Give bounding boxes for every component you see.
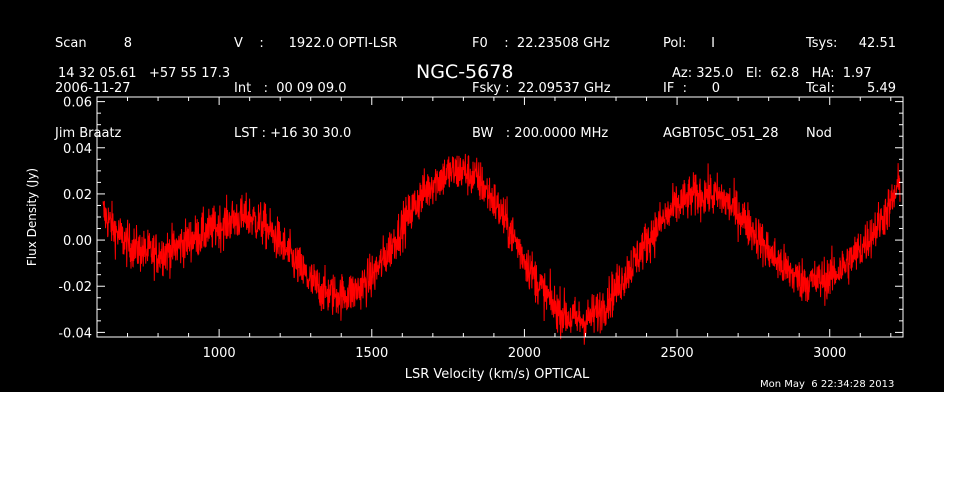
scan-label: Scan 8 [55,36,133,51]
date-label: 2006-11-27 [55,81,131,96]
tsys-value: 42.51 [858,36,896,51]
if-label: IF : 0 [663,81,721,96]
project-label: AGBT05C_051_28 [663,126,779,141]
tsys-label: Tsys: [806,36,838,51]
y-tick-label: -0.02 [58,280,92,295]
x-ticks: 1000 1500 2000 2500 3000 [127,97,892,361]
x-tick-label: 1500 [355,346,388,361]
header-col2: V : 1922.0 OPTI-LSR Int : 00 09 09.0 LST… [234,6,397,171]
x-tick-label: 2500 [661,346,694,361]
x-tick-label: 1000 [203,346,236,361]
bw-label: BW : 200.0000 MHz [472,126,609,141]
fsky-label: Fsky : 22.09537 GHz [472,81,611,96]
y-ticks: -0.04 -0.02 0.00 0.02 0.04 0.06 [58,96,903,341]
plot-canvas: Scan 8 2006-11-27 Jim Braatz V : 1922.0 … [0,0,944,392]
x-axis-label: LSR Velocity (km/s) OPTICAL [405,367,590,382]
spectrum-series-line [102,153,901,345]
header-col1: Scan 8 2006-11-27 Jim Braatz [55,6,132,171]
timestamp: Mon May 6 22:34:28 2013 [760,379,895,390]
header-col5-values: 42.51 5.49 [846,6,896,156]
integration-label: Int : 00 09 09.0 [234,81,347,96]
y-tick-label: -0.04 [58,326,92,341]
y-tick-label: 0.00 [63,234,92,249]
header-col5-labels: Tsys: Tcal: Nod [806,6,837,171]
header-col3: F0 : 22.23508 GHz Fsky : 22.09537 GHz BW… [472,6,611,171]
pol-label: Pol: I [663,36,715,51]
nod-label: Nod [806,126,832,141]
lst-label: LST : +16 30 30.0 [234,126,352,141]
tcal-label: Tcal: [806,81,835,96]
y-axis-label: Flux Density (Jy) [25,168,39,266]
f0-label: F0 : 22.23508 GHz [472,36,610,51]
y-tick-label: 0.02 [63,188,92,203]
series-layer [102,153,901,345]
x-tick-label: 3000 [813,346,846,361]
chart-title: NGC-5678 [416,61,514,83]
az-el-ha: Az: 325.0 El: 62.8 HA: 1.97 [672,66,872,81]
y-tick-label: 0.06 [63,96,92,111]
tcal-value: 5.49 [867,81,896,96]
x-tick-label: 2000 [508,346,541,361]
spectrum-chart: 1000 1500 2000 2500 3000 -0.04 -0.02 0.00 0.02 0… [25,96,904,382]
y-tick-label: 0.04 [63,142,92,157]
header-col4: Pol: I IF : 0 AGBT05C_051_28 [663,6,779,171]
velocity-label: V : 1922.0 OPTI-LSR [234,36,398,51]
source-coords: 14 32 05.61 +57 55 17.3 [58,66,231,81]
observer-label: Jim Braatz [55,126,122,141]
